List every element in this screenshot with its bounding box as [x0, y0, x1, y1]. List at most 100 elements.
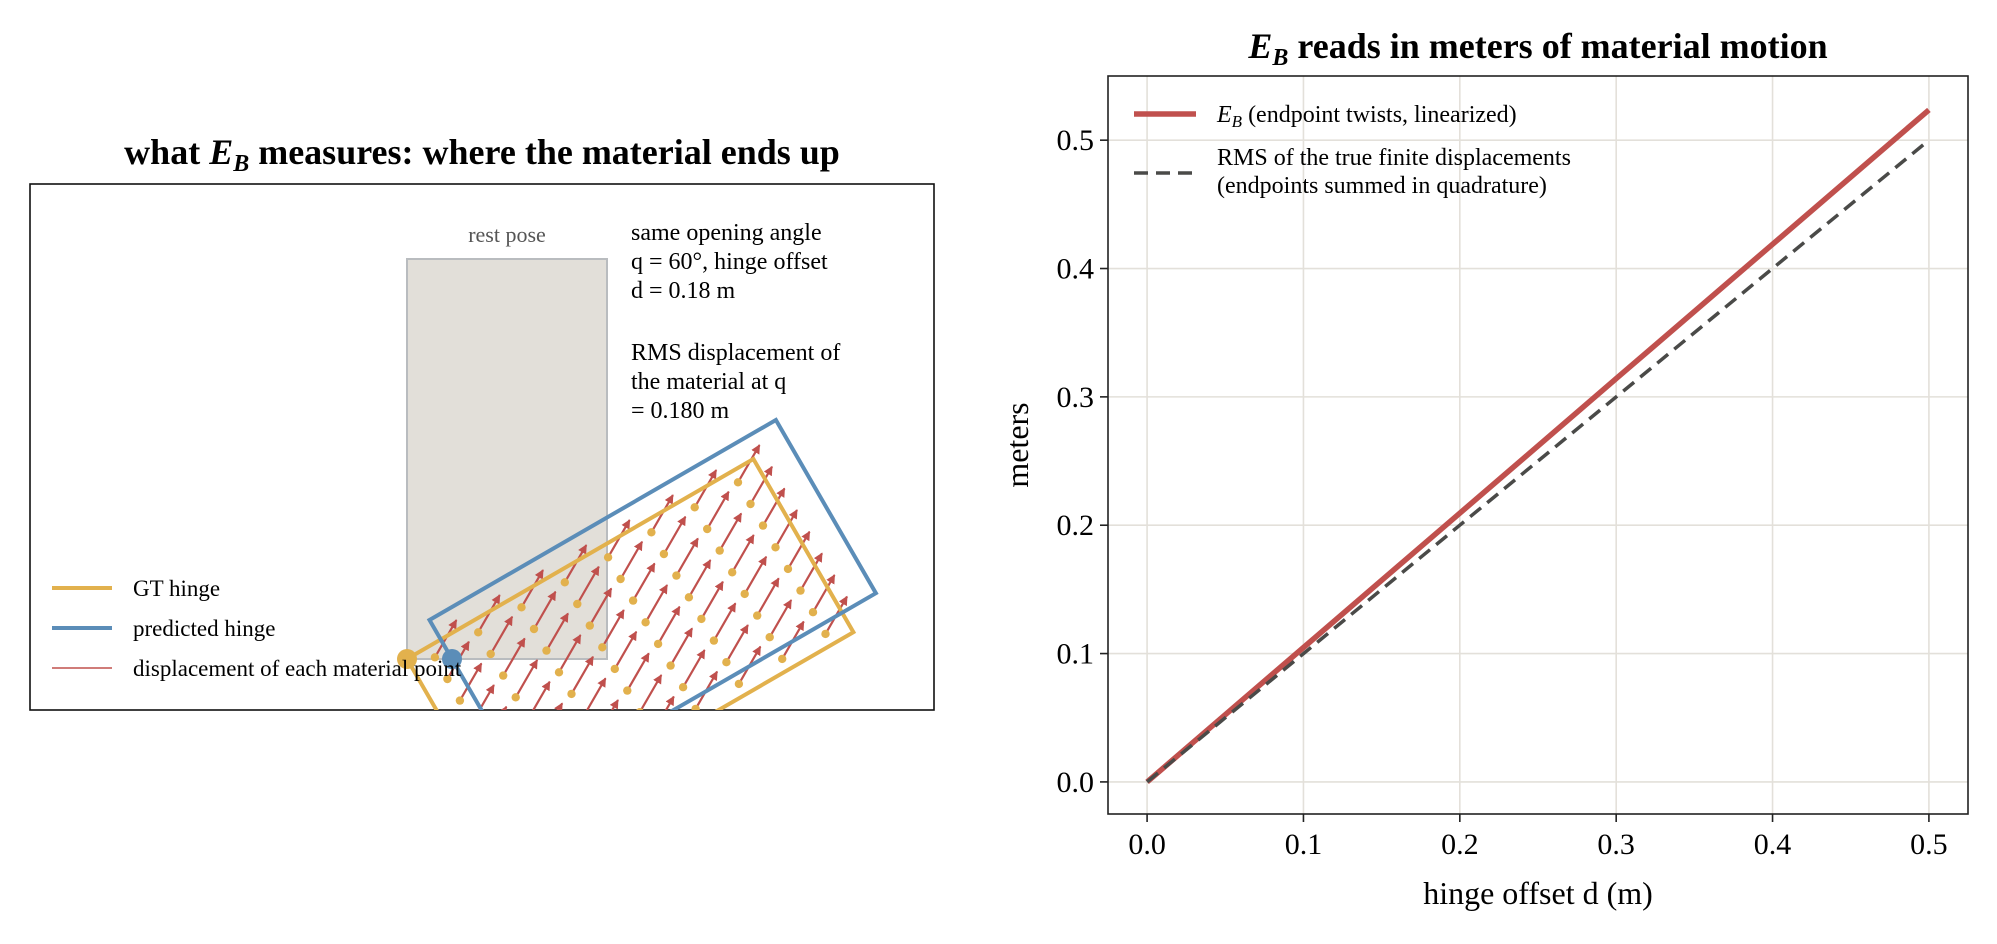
material-point	[511, 693, 520, 702]
info-text: same opening angle q = 60°, hinge offset…	[631, 220, 840, 424]
x-tick-label: 0.3	[1597, 828, 1635, 861]
material-point	[778, 654, 787, 664]
material-point	[560, 578, 569, 587]
chart-legend: EB (endpoint twists, linearized) RMS of …	[1134, 102, 1571, 199]
material-point	[641, 618, 650, 627]
chart-title: EB reads in meters of material motion	[1247, 26, 1827, 71]
displacement-arrow	[498, 705, 508, 710]
left-panel-title: what EB measures: where the material end…	[124, 132, 840, 177]
material-point	[690, 503, 699, 512]
x-axis-label: hinge offset d (m)	[1423, 875, 1653, 911]
displacement-arrow	[774, 509, 798, 548]
material-point	[765, 633, 774, 642]
material-point	[722, 658, 731, 667]
x-tick-label: 0.2	[1441, 828, 1479, 861]
material-point	[771, 543, 780, 552]
displacement-arrow	[588, 587, 613, 627]
y-tick-label: 0.0	[1057, 766, 1095, 799]
displacement-arrow	[682, 649, 706, 688]
material-point	[486, 649, 495, 659]
legend-disp-label: displacement of each material point	[133, 656, 462, 681]
x-tick-label: 0.4	[1754, 828, 1792, 861]
chart-axes-frame	[1107, 75, 1969, 815]
displacement-arrow	[522, 772, 544, 809]
x-tick-label: 0.1	[1285, 828, 1323, 861]
material-point	[455, 696, 465, 705]
displacement-arrow	[799, 552, 823, 592]
material-point	[493, 761, 501, 769]
material-point	[653, 639, 663, 649]
material-point	[808, 608, 818, 617]
material-point	[697, 614, 706, 624]
y-axis-label: meters	[999, 402, 1035, 487]
displacement-arrow	[532, 680, 551, 710]
displacement-arrow	[566, 747, 588, 784]
predicted-hinge-pivot	[442, 649, 462, 669]
material-point	[648, 730, 656, 738]
material-point	[628, 596, 638, 605]
rest-pose-label: rest pose	[468, 222, 546, 247]
material-point	[659, 549, 669, 559]
y-tick-label: 0.4	[1057, 253, 1095, 286]
gt-hinge-pivot	[397, 649, 417, 669]
info-line-1: same opening angle	[631, 220, 822, 246]
displacement-arrow	[749, 465, 773, 505]
info-line-4: RMS displacement of	[631, 340, 840, 366]
displacement-arrow	[458, 662, 483, 702]
displacement-arrow	[718, 512, 743, 552]
series-rms-line	[1145, 138, 1931, 784]
material-point	[554, 668, 564, 677]
displacement-arrow	[510, 750, 532, 787]
material-point	[691, 704, 700, 710]
legend-rms-label-line-2: (endpoints summed in quadrature)	[1217, 173, 1547, 199]
material-point	[518, 805, 526, 813]
material-point	[549, 758, 557, 766]
material-point	[499, 671, 508, 680]
material-point	[580, 711, 588, 719]
displacement-arrow	[576, 565, 600, 605]
material-point	[783, 564, 793, 574]
material-point	[567, 689, 576, 699]
material-point	[529, 624, 539, 634]
material-point	[537, 736, 545, 744]
material-point	[678, 683, 688, 692]
material-point	[524, 715, 532, 723]
left-panel: what EB measures: where the material end…	[29, 132, 935, 813]
material-point	[758, 521, 768, 530]
displacement-arrow	[570, 655, 594, 695]
info-line-3: d = 0.18 m	[631, 278, 736, 304]
right-panel: EB reads in meters of material motion 0.…	[999, 26, 1969, 911]
material-point	[474, 628, 483, 637]
displacement-arrow	[743, 555, 768, 595]
info-line-2: q = 60°, hinge offset	[631, 249, 828, 275]
displacement-arrow	[632, 562, 656, 602]
displacement-arrow	[626, 652, 650, 692]
material-point	[443, 674, 452, 684]
displacement-arrow	[669, 627, 694, 667]
material-point	[616, 574, 625, 584]
material-point	[506, 783, 514, 791]
material-point	[592, 733, 600, 741]
material-point	[740, 589, 749, 599]
series-eb-line	[1145, 107, 1931, 784]
material-point	[623, 686, 632, 695]
material-point	[728, 568, 737, 577]
x-tick-label: 0.0	[1128, 828, 1166, 861]
displacement-arrow	[731, 534, 755, 573]
material-point	[684, 593, 694, 602]
displacement-arrow	[812, 574, 836, 613]
material-point	[746, 499, 755, 509]
material-point	[468, 718, 476, 726]
displacement-arrow	[762, 487, 786, 527]
displacement-arrow	[639, 674, 663, 710]
displacement-arrow	[706, 490, 730, 530]
material-point	[562, 780, 570, 788]
material-point	[709, 636, 719, 645]
material-point	[672, 571, 681, 580]
info-line-5: the material at q	[631, 369, 786, 395]
legend-gt-label: GT hinge	[133, 576, 220, 601]
displacement-arrow	[502, 637, 526, 677]
info-line-6: = 0.180 m	[631, 398, 730, 424]
material-point	[733, 478, 743, 487]
displacement-arrow	[553, 725, 575, 762]
